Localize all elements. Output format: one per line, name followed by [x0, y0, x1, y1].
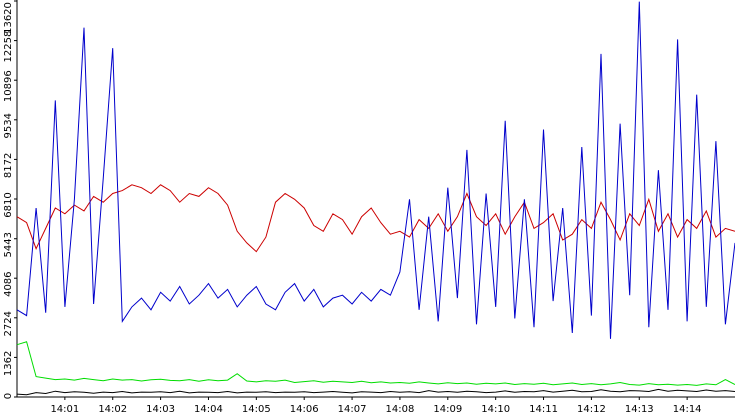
y-tick-label: 6810 — [3, 192, 14, 217]
x-tick-label: 14:09 — [433, 404, 462, 415]
x-tick-label: 14:04 — [194, 404, 223, 415]
y-tick-label: 0 — [3, 393, 14, 399]
y-tick-label: 8172 — [3, 153, 14, 178]
series-line — [16, 184, 735, 253]
y-tick-label: 12258 — [3, 31, 14, 63]
x-tick-label: 14:13 — [625, 404, 654, 415]
x-tick-label: 14:10 — [481, 404, 510, 415]
x-tick-label: 14:12 — [577, 404, 606, 415]
x-tick-label: 14:14 — [673, 404, 702, 415]
x-tick-label: 14:03 — [146, 404, 175, 415]
y-tick-label: 1362 — [3, 351, 14, 376]
x-tick-label: 14:06 — [290, 404, 319, 415]
y-tick-label: 2724 — [3, 311, 14, 336]
x-tick-label: 14:01 — [50, 404, 79, 415]
series-line — [16, 341, 735, 386]
x-tick-label: 14:11 — [529, 404, 558, 415]
series-line — [16, 388, 735, 396]
series-line — [16, 1, 735, 339]
y-tick-label: 10896 — [3, 70, 14, 102]
x-tick-label: 14:05 — [242, 404, 271, 415]
x-tick-label: 14:07 — [338, 404, 367, 415]
x-tick-label: 14:02 — [98, 404, 127, 415]
x-tick-label: 14:08 — [386, 404, 415, 415]
y-tick-label: 4086 — [3, 271, 14, 296]
y-tick-label: 9534 — [3, 113, 14, 138]
y-tick-label: 13620 — [3, 2, 14, 34]
y-tick-label: 5443 — [3, 232, 14, 257]
